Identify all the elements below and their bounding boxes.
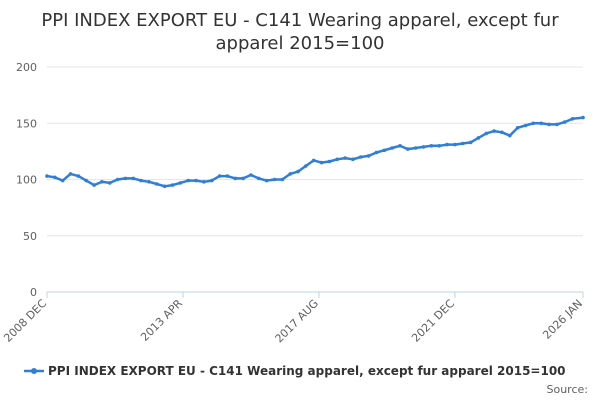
data-point[interactable] [374, 150, 379, 155]
source-credit: Source: [547, 383, 589, 396]
data-point[interactable] [366, 154, 371, 158]
x-tick-label-4: 2026 JAN [540, 297, 585, 342]
data-point[interactable] [319, 160, 324, 165]
y-tick-label-0: 0 [30, 286, 37, 299]
data-point[interactable] [53, 175, 57, 180]
data-point[interactable] [429, 144, 434, 148]
x-tick-label-2: 2017 AUG [273, 297, 322, 346]
data-point[interactable] [327, 159, 332, 164]
data-point[interactable] [453, 142, 457, 147]
data-point[interactable] [170, 183, 175, 187]
legend-marker-icon [31, 368, 37, 374]
data-point[interactable] [45, 174, 49, 178]
data-point[interactable] [68, 172, 73, 176]
data-point[interactable] [131, 176, 136, 181]
data-point[interactable] [547, 122, 551, 127]
data-point[interactable] [562, 120, 567, 124]
data-point[interactable] [241, 176, 245, 181]
data-point[interactable] [76, 174, 81, 178]
legend-label[interactable]: PPI INDEX EXPORT EU - C141 Wearing appar… [48, 364, 566, 378]
series-line-0 [46, 116, 584, 188]
data-point[interactable] [84, 178, 88, 183]
data-point[interactable] [123, 176, 128, 181]
data-point[interactable] [390, 146, 394, 150]
data-point[interactable] [147, 180, 151, 184]
data-point[interactable] [476, 136, 481, 140]
data-point[interactable] [304, 164, 308, 168]
data-point[interactable] [398, 144, 402, 148]
data-point[interactable] [382, 148, 387, 153]
x-tick-label-0: 2008 DEC [1, 297, 49, 345]
data-point[interactable] [406, 147, 410, 151]
data-point[interactable] [100, 180, 104, 184]
data-point[interactable] [108, 181, 112, 185]
data-point[interactable] [280, 177, 285, 182]
data-point[interactable] [515, 126, 520, 130]
data-point[interactable] [296, 169, 300, 174]
legend[interactable]: PPI INDEX EXPORT EU - C141 Wearing appar… [24, 364, 566, 378]
data-point[interactable] [92, 183, 96, 187]
data-point[interactable] [217, 174, 222, 178]
y-axis-ticks: 0 50 100 150 200 [16, 61, 37, 299]
data-point[interactable] [249, 173, 253, 177]
data-point[interactable] [500, 130, 504, 135]
series-layer [45, 115, 585, 189]
data-point[interactable] [209, 178, 214, 183]
y-tick-label-100: 100 [16, 174, 37, 187]
data-point[interactable] [531, 121, 536, 126]
y-tick-label-200: 200 [16, 61, 37, 74]
data-point[interactable] [484, 131, 489, 136]
data-point[interactable] [492, 129, 496, 133]
data-point[interactable] [288, 172, 293, 176]
data-point[interactable] [155, 182, 159, 186]
chart-title-line-2: apparel 2015=100 [216, 33, 385, 54]
data-point[interactable] [178, 181, 183, 185]
data-point[interactable] [202, 180, 206, 184]
data-point[interactable] [162, 184, 167, 189]
data-point[interactable] [335, 157, 340, 162]
data-point[interactable] [460, 141, 465, 146]
x-tick-label-1: 2013 APR [138, 297, 185, 344]
chart-title-line-1: PPI INDEX EXPORT EU - C141 Wearing appar… [41, 10, 559, 31]
data-point[interactable] [468, 140, 473, 145]
data-point[interactable] [359, 155, 363, 159]
data-point[interactable] [555, 122, 559, 127]
data-point[interactable] [311, 158, 316, 163]
data-point[interactable] [194, 178, 198, 183]
x-axis: 2008 DEC 2013 APR 2017 AUG 2021 DEC 2026 JAN [1, 291, 585, 346]
data-point[interactable] [225, 174, 230, 178]
data-point[interactable] [272, 177, 277, 182]
data-point[interactable] [351, 157, 355, 162]
data-point[interactable] [581, 115, 585, 120]
data-point[interactable] [508, 133, 512, 138]
y-tick-label-50: 50 [23, 230, 37, 243]
data-point[interactable] [139, 178, 143, 183]
data-point[interactable] [233, 176, 238, 181]
data-point[interactable] [523, 123, 528, 128]
data-point[interactable] [264, 178, 269, 183]
data-point[interactable] [421, 145, 426, 149]
data-point[interactable] [115, 177, 120, 182]
y-tick-label-150: 150 [16, 117, 37, 130]
data-point[interactable] [437, 144, 442, 148]
data-point[interactable] [539, 121, 543, 126]
data-point[interactable] [570, 117, 575, 121]
data-point[interactable] [186, 178, 190, 183]
data-point[interactable] [60, 178, 65, 183]
data-point[interactable] [445, 142, 449, 147]
data-point[interactable] [257, 176, 261, 181]
data-point[interactable] [413, 146, 418, 150]
x-tick-label-3: 2021 DEC [409, 297, 457, 345]
data-point[interactable] [343, 156, 347, 160]
